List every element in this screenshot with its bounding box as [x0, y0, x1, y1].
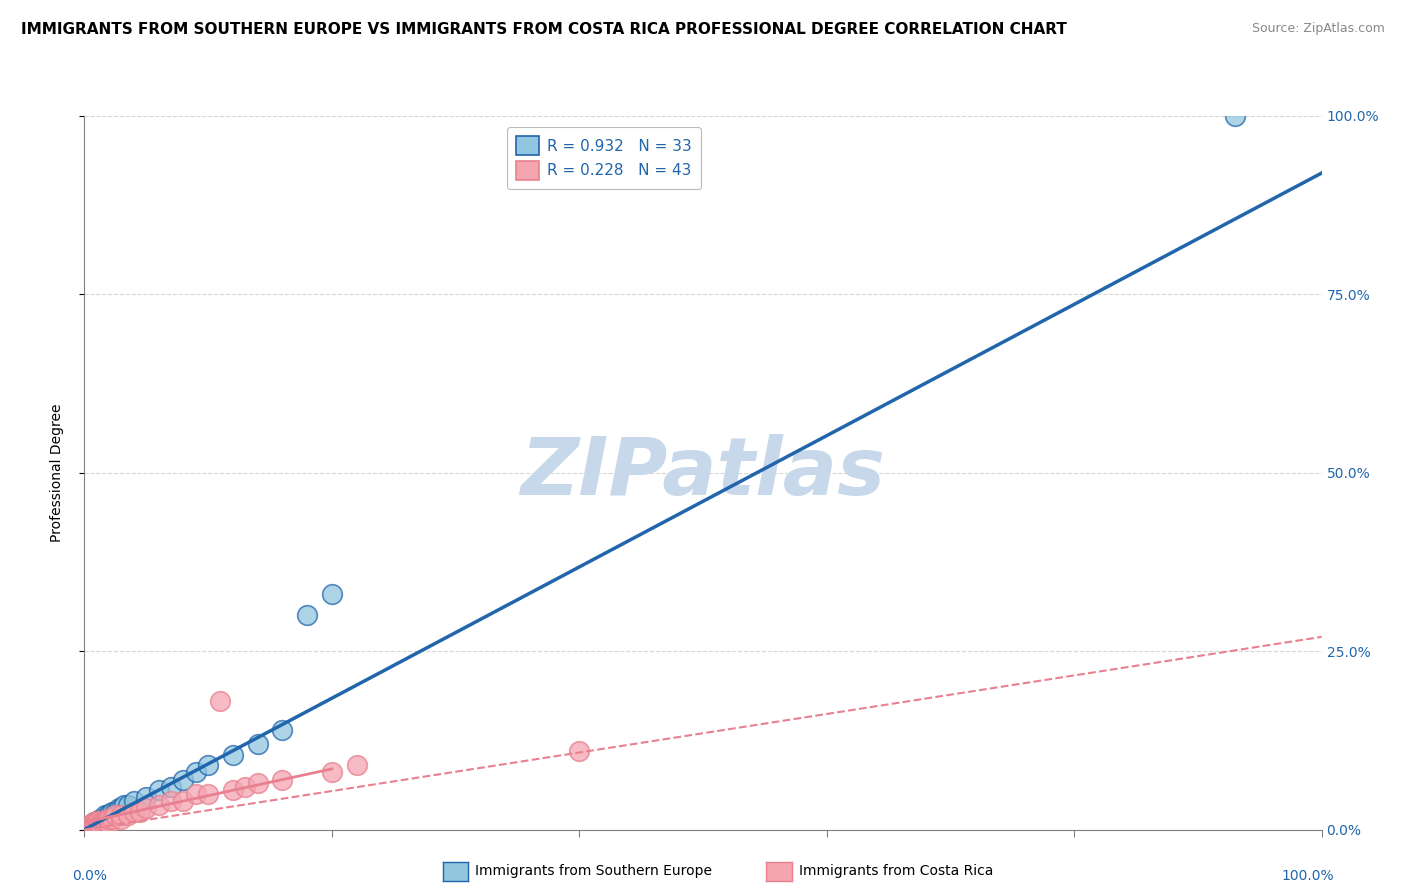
Point	[129, 805, 152, 819]
Point	[96, 812, 118, 826]
Point	[117, 808, 139, 822]
Point	[80, 819, 103, 833]
Point	[80, 819, 103, 833]
Text: IMMIGRANTS FROM SOUTHERN EUROPE VS IMMIGRANTS FROM COSTA RICA PROFESSIONAL DEGRE: IMMIGRANTS FROM SOUTHERN EUROPE VS IMMIG…	[21, 22, 1067, 37]
Point	[110, 812, 132, 826]
Point	[89, 817, 111, 831]
Point	[160, 794, 183, 808]
Point	[172, 794, 194, 808]
Point	[86, 814, 108, 828]
Point	[172, 772, 194, 787]
Point	[346, 758, 368, 772]
Point	[86, 819, 108, 833]
Point	[197, 787, 219, 801]
Point	[104, 808, 127, 822]
Point	[89, 812, 111, 826]
Point	[295, 608, 318, 623]
Text: ZIPatlas: ZIPatlas	[520, 434, 886, 512]
Point	[321, 587, 343, 601]
Point	[87, 815, 110, 830]
Point	[122, 794, 145, 808]
Point	[110, 801, 132, 815]
Point	[82, 817, 104, 831]
Point	[83, 815, 105, 830]
Point	[184, 787, 207, 801]
Point	[148, 783, 170, 797]
Point	[91, 812, 114, 826]
Point	[568, 744, 591, 758]
Text: 100.0%: 100.0%	[1281, 869, 1334, 883]
Point	[76, 821, 98, 835]
Point	[79, 820, 101, 834]
Point	[271, 723, 294, 737]
Point	[84, 817, 107, 831]
Point	[160, 780, 183, 794]
Point	[82, 817, 104, 831]
Point	[100, 805, 122, 819]
Point	[83, 819, 105, 833]
Point	[93, 814, 115, 828]
Point	[233, 780, 256, 794]
Point	[100, 812, 122, 826]
Point	[222, 747, 245, 762]
Point	[83, 815, 105, 830]
Point	[112, 797, 135, 812]
Point	[1223, 109, 1246, 123]
Point	[79, 817, 101, 831]
Point	[79, 819, 101, 833]
Point	[98, 806, 121, 821]
Point	[86, 814, 108, 828]
Point	[91, 817, 114, 831]
Point	[117, 797, 139, 812]
Text: 0.0%: 0.0%	[72, 869, 107, 883]
Point	[97, 808, 120, 822]
Point	[135, 790, 157, 805]
Point	[89, 819, 111, 833]
Point	[89, 817, 111, 831]
Point	[271, 772, 294, 787]
Legend: R = 0.932   N = 33, R = 0.228   N = 43: R = 0.932 N = 33, R = 0.228 N = 43	[508, 128, 700, 189]
Point	[184, 765, 207, 780]
Point	[209, 694, 232, 708]
Point	[110, 808, 132, 822]
Point	[122, 805, 145, 819]
Point	[77, 821, 100, 835]
Point	[98, 812, 121, 826]
Text: Immigrants from Costa Rica: Immigrants from Costa Rica	[799, 864, 993, 879]
Point	[197, 758, 219, 772]
Point	[222, 783, 245, 797]
Point	[90, 815, 112, 830]
Point	[77, 821, 100, 835]
Point	[79, 819, 101, 833]
Point	[94, 815, 117, 830]
Point	[87, 815, 110, 830]
Point	[135, 801, 157, 815]
Point	[108, 801, 131, 815]
Point	[321, 765, 343, 780]
Point	[84, 819, 107, 833]
Point	[148, 797, 170, 812]
Point	[94, 808, 117, 822]
Text: Immigrants from Southern Europe: Immigrants from Southern Europe	[475, 864, 713, 879]
Text: Source: ZipAtlas.com: Source: ZipAtlas.com	[1251, 22, 1385, 36]
Point	[104, 805, 127, 819]
Point	[246, 776, 269, 790]
Point	[246, 737, 269, 751]
Point	[98, 817, 121, 831]
Y-axis label: Professional Degree: Professional Degree	[49, 403, 63, 542]
